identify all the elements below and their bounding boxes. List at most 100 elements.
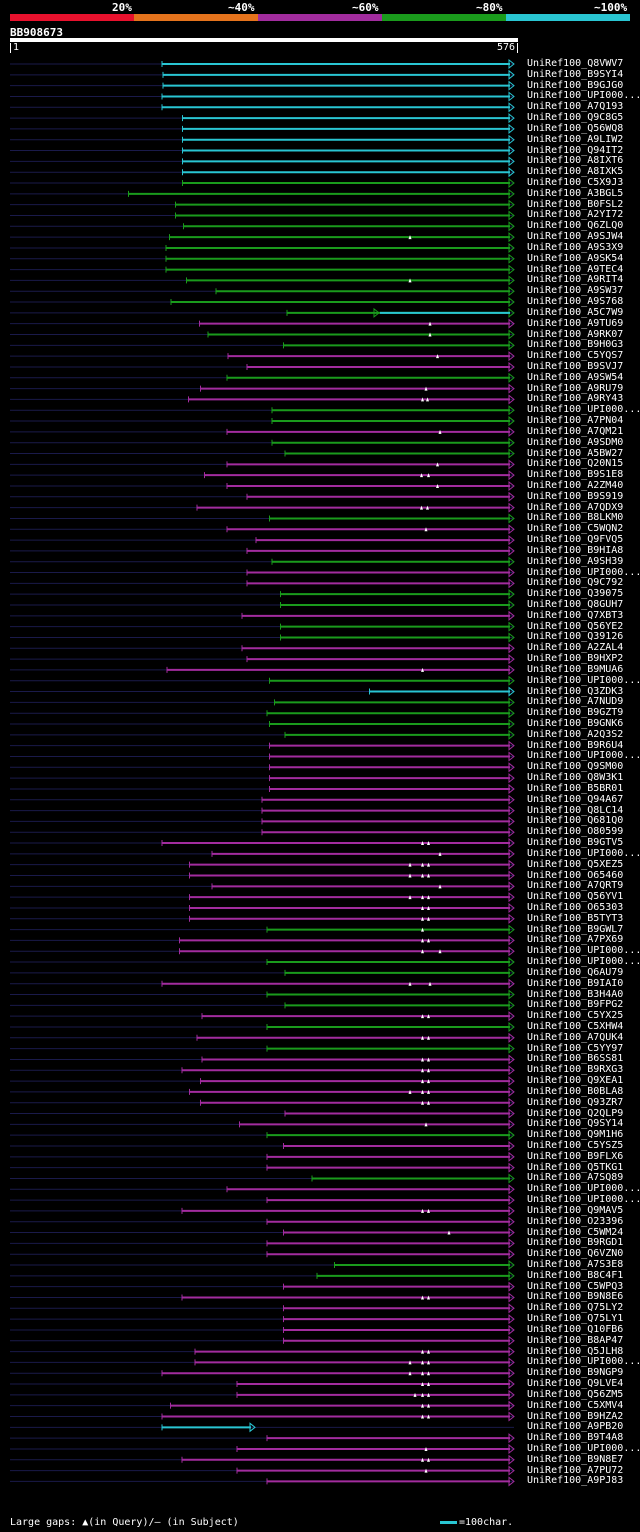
hit-label[interactable]: UniRef100_Q8W3K1	[527, 772, 624, 784]
hit-label[interactable]: UniRef100_Q75LY1	[527, 1313, 624, 1325]
hit-label[interactable]: UniRef100_A9LIW2	[527, 133, 624, 145]
hit-label[interactable]: UniRef100_B9IAI0	[527, 977, 624, 989]
hit-label[interactable]: UniRef100_Q6AU79	[527, 966, 624, 978]
hit-label[interactable]: UniRef100_B9GWL7	[527, 923, 624, 935]
hit-row[interactable]	[10, 199, 515, 210]
hit-row[interactable]	[10, 1173, 515, 1184]
hit-label[interactable]: UniRef100_A9SK54	[527, 252, 624, 264]
hit-row[interactable]	[10, 329, 515, 340]
hit-label[interactable]: UniRef100_A9RU79	[527, 382, 624, 394]
hit-label[interactable]: UniRef100_B0FSL2	[527, 198, 624, 210]
hit-row[interactable]	[10, 58, 515, 70]
hit-label[interactable]: UniRef100_UPI000...	[527, 566, 640, 578]
hit-label[interactable]: UniRef100_Q56YE2	[527, 620, 624, 632]
hit-label[interactable]: UniRef100_A9RK07	[527, 328, 624, 340]
hit-row[interactable]	[10, 383, 515, 394]
hit-row[interactable]	[10, 870, 515, 881]
hit-row[interactable]	[10, 1043, 515, 1054]
hit-row[interactable]	[10, 1400, 515, 1411]
hit-label[interactable]: UniRef100_UPI000...	[527, 404, 640, 416]
hit-row[interactable]	[10, 307, 515, 318]
hit-row[interactable]	[10, 697, 515, 708]
hit-label[interactable]: UniRef100_A9SDM0	[527, 436, 624, 448]
hit-label[interactable]: UniRef100_B9NGP9	[527, 1367, 624, 1379]
hit-row[interactable]	[10, 892, 515, 903]
hit-label[interactable]: UniRef100_A9SW54	[527, 371, 624, 383]
hit-row[interactable]	[10, 1346, 515, 1357]
hit-row[interactable]	[10, 967, 515, 978]
hit-label[interactable]: UniRef100_O23396	[527, 1215, 624, 1227]
hit-label[interactable]: UniRef100_Q9FVQ5	[527, 534, 624, 546]
hit-label[interactable]: UniRef100_C5WQN2	[527, 523, 624, 535]
hit-label[interactable]: UniRef100_A3BGL5	[527, 187, 624, 199]
hit-row[interactable]	[10, 296, 515, 308]
hit-label[interactable]: UniRef100_UPI000...	[527, 1194, 640, 1206]
hit-row[interactable]	[10, 1000, 515, 1011]
hit-label[interactable]: UniRef100_Q94IT2	[527, 144, 624, 156]
hit-row[interactable]	[10, 351, 515, 362]
hit-row[interactable]	[10, 1454, 515, 1465]
hit-label[interactable]: UniRef100_B9FPG2	[527, 999, 624, 1011]
hit-row[interactable]	[10, 718, 515, 730]
hit-label[interactable]: UniRef100_A9PB20	[527, 1421, 624, 1433]
hit-label[interactable]: UniRef100_B9SVJ7	[527, 360, 624, 372]
hit-label[interactable]: UniRef100_Q6VZN0	[527, 1248, 624, 1260]
hit-row[interactable]	[10, 913, 515, 924]
hit-row[interactable]	[10, 589, 515, 600]
hit-label[interactable]: UniRef100_C5YSZ5	[527, 1140, 624, 1151]
hit-label[interactable]: UniRef100_UPI000...	[527, 847, 640, 859]
hit-label[interactable]: UniRef100_B9GTV5	[527, 837, 624, 849]
hit-row[interactable]	[10, 1411, 515, 1422]
hit-label[interactable]: UniRef100_A9SH39	[527, 555, 624, 567]
hit-row[interactable]	[10, 989, 515, 1000]
hit-row[interactable]	[10, 664, 515, 675]
hit-label[interactable]: UniRef100_B9N8E6	[527, 1291, 624, 1303]
hit-label[interactable]: UniRef100_Q6ZLQ0	[527, 220, 624, 232]
hit-label[interactable]: UniRef100_Q9XEA1	[527, 1075, 624, 1087]
hit-label[interactable]: UniRef100_Q5JLH8	[527, 1345, 624, 1357]
hit-label[interactable]: UniRef100_Q94A67	[527, 793, 624, 805]
hit-row[interactable]	[10, 1162, 515, 1173]
hit-label[interactable]: UniRef100_C5X9J3	[527, 177, 624, 189]
hit-row[interactable]	[10, 145, 515, 156]
hit-label[interactable]: UniRef100_A9SJW4	[527, 231, 624, 243]
hit-row[interactable]	[10, 1281, 515, 1292]
hit-label[interactable]: UniRef100_B9S1E8	[527, 469, 624, 481]
hit-label[interactable]: UniRef100_C5YX25	[527, 1010, 624, 1022]
hit-row[interactable]	[10, 1314, 515, 1325]
hit-label[interactable]: UniRef100_C5YQS7	[527, 350, 624, 362]
hit-row[interactable]	[10, 275, 515, 286]
hit-row[interactable]	[10, 957, 515, 968]
hit-label[interactable]: UniRef100_O80599	[527, 826, 624, 838]
hit-row[interactable]	[10, 264, 515, 275]
hit-label[interactable]: UniRef100_C5WPQ3	[527, 1280, 624, 1292]
hit-label[interactable]: UniRef100_Q10FB6	[527, 1323, 624, 1335]
hit-label[interactable]: UniRef100_B9GZT9	[527, 707, 624, 719]
hit-row[interactable]	[10, 859, 515, 870]
hit-row[interactable]	[10, 1238, 515, 1249]
hit-row[interactable]	[10, 654, 515, 665]
hit-label[interactable]: UniRef100_Q681Q0	[527, 815, 624, 827]
hit-row[interactable]	[10, 1422, 514, 1433]
hit-row[interactable]	[10, 1032, 515, 1043]
hit-row[interactable]	[10, 1195, 515, 1206]
hit-row[interactable]	[10, 924, 515, 935]
hit-row[interactable]	[10, 524, 515, 535]
hit-row[interactable]	[10, 1292, 515, 1303]
hit-row[interactable]	[10, 134, 515, 145]
hit-label[interactable]: UniRef100_A8IXK5	[527, 166, 624, 178]
hit-row[interactable]	[10, 286, 515, 297]
hit-label[interactable]: UniRef100_B9T4A8	[527, 1432, 624, 1444]
hit-label[interactable]: UniRef100_C5XMV4	[527, 1399, 624, 1411]
hit-label[interactable]: UniRef100_Q8GUH7	[527, 599, 624, 610]
hit-label[interactable]: UniRef100_Q20N15	[527, 458, 624, 470]
hit-label[interactable]: UniRef100_Q7XBT3	[527, 609, 624, 621]
hit-row[interactable]	[10, 1357, 515, 1368]
hit-row[interactable]	[10, 978, 515, 989]
hit-row[interactable]	[10, 556, 515, 567]
hit-label[interactable]: UniRef100_A2YI72	[527, 209, 624, 221]
hit-row[interactable]	[10, 372, 515, 383]
hit-row[interactable]	[10, 902, 515, 914]
hit-label[interactable]: UniRef100_Q2QLP9	[527, 1107, 624, 1119]
hit-row[interactable]	[10, 113, 515, 124]
